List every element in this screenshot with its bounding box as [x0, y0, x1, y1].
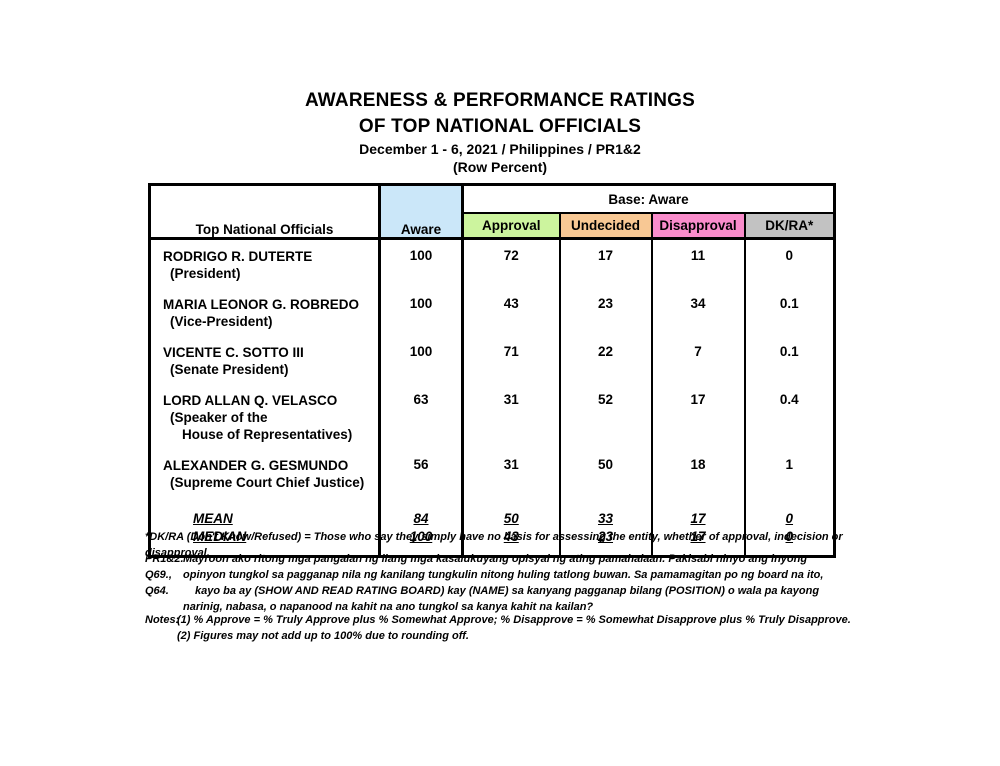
- value-disapproval: 7: [650, 336, 745, 384]
- notes-line: Notes: (1) % Approve = % Truly Approve p…: [145, 612, 885, 628]
- value-aware: 100: [378, 288, 464, 336]
- mean-aware: 84: [378, 497, 464, 528]
- official-position-line1: (Speaker of the: [170, 410, 268, 425]
- notes-label-spacer: [145, 628, 177, 644]
- official-name-cell: MARIA LEONOR G. ROBREDO (Vice-President): [149, 288, 381, 336]
- official-name-cell: VICENTE C. SOTTO III (Senate President): [149, 336, 381, 384]
- summary-label: MEAN: [193, 511, 233, 526]
- question-label: Q69.,: [145, 569, 172, 581]
- official-name-cell: RODRIGO R. DUTERTE (President): [149, 238, 381, 288]
- col-header-disapproval: Disapproval: [650, 213, 745, 240]
- footnote-question-block: PR1&2. Mayroon ako ritong mga pangalan n…: [145, 551, 885, 615]
- median-aware: 100: [378, 528, 464, 557]
- value-undecided: 52: [558, 384, 652, 449]
- value-aware: 100: [378, 238, 464, 288]
- summary-label: MEDIAN: [193, 529, 247, 544]
- value-undecided: 17: [558, 238, 652, 288]
- col-header-officials: Top National Officials: [149, 184, 381, 240]
- notes-label: Notes:: [145, 614, 180, 626]
- col-header-base-aware: Base: Aware: [462, 184, 835, 214]
- official-name-cell: ALEXANDER G. GESMUNDO (Supreme Court Chi…: [149, 449, 381, 497]
- median-dkra: 0: [743, 528, 835, 557]
- value-aware: 63: [378, 384, 464, 449]
- page-title-line2: OF TOP NATIONAL OFFICIALS: [358, 116, 642, 137]
- col-header-undecided: Undecided: [558, 213, 652, 240]
- header-row-2: Approval Undecided Disapproval DK/RA*: [150, 213, 835, 240]
- col-header-approval: Approval: [461, 213, 560, 240]
- question-line: PR1&2. Mayroon ako ritong mga pangalan n…: [145, 551, 885, 567]
- ratings-table-container: Top National Officials Aware Base: Aware…: [148, 183, 837, 558]
- page-subtitle: December 1 - 6, 2021 / Philippines / PR1…: [359, 141, 641, 157]
- summary-label-cell: MEDIAN: [149, 528, 381, 557]
- official-row-gesmundo: ALEXANDER G. GESMUNDO (Supreme Court Chi…: [149, 449, 835, 497]
- value-approval: 31: [461, 384, 560, 449]
- col-header-aware: Aware: [379, 184, 464, 240]
- value-approval: 31: [461, 449, 560, 497]
- value-undecided: 22: [558, 336, 652, 384]
- official-row-sotto: VICENTE C. SOTTO III (Senate President) …: [149, 336, 835, 384]
- page-title-line1: AWARENESS & PERFORMANCE RATINGS: [304, 90, 696, 111]
- notes-text: (2) Figures may not add up to 100% due t…: [177, 630, 469, 642]
- value-aware: 100: [378, 336, 464, 384]
- mean-dkra: 0: [743, 497, 835, 528]
- value-undecided: 50: [558, 449, 652, 497]
- median-disapproval: 17: [650, 528, 745, 557]
- footnote-dkra-definition: *DK/RA (Don't Know/Refused) = Those who …: [145, 531, 843, 559]
- question-text: narinig, nabasa, o napanood na kahit na …: [183, 601, 594, 613]
- question-text: opinyon tungkol sa pagganap nila ng kani…: [183, 569, 824, 581]
- summary-row-mean: MEAN 84 50 33 17 0: [149, 497, 835, 528]
- mean-undecided: 33: [558, 497, 652, 528]
- value-dkra: 1: [743, 449, 835, 497]
- median-approval: 43: [461, 528, 560, 557]
- value-disapproval: 17: [650, 384, 745, 449]
- value-dkra: 0.1: [743, 288, 835, 336]
- report-title-block: AWARENESS & PERFORMANCE RATINGS OF TOP N…: [0, 88, 1000, 176]
- summary-row-median: MEDIAN 100 43 23 17 0: [149, 528, 835, 557]
- official-name: ALEXANDER G. GESMUNDO: [163, 458, 349, 473]
- official-row-robredo: MARIA LEONOR G. ROBREDO (Vice-President)…: [149, 288, 835, 336]
- footnote-notes-block: Notes: (1) % Approve = % Truly Approve p…: [145, 612, 885, 644]
- page-subtitle-row-percent: (Row Percent): [452, 159, 548, 175]
- mean-disapproval: 17: [650, 497, 745, 528]
- official-position: (Supreme Court Chief Justice): [170, 475, 365, 490]
- official-name: MARIA LEONOR G. ROBREDO: [163, 297, 360, 312]
- official-name-cell: LORD ALLAN Q. VELASCO (Speaker of the Ho…: [149, 384, 381, 449]
- question-text: Mayroon ako ritong mga pangalan ng ilang…: [183, 553, 808, 565]
- value-dkra: 0: [743, 238, 835, 288]
- notes-line: (2) Figures may not add up to 100% due t…: [145, 628, 885, 644]
- official-row-duterte: RODRIGO R. DUTERTE (President) 100 72 17…: [149, 238, 835, 288]
- value-approval: 43: [461, 288, 560, 336]
- official-row-velasco: LORD ALLAN Q. VELASCO (Speaker of the Ho…: [149, 384, 835, 449]
- official-position-line2: House of Representatives): [182, 427, 353, 442]
- col-header-dkra: DK/RA*: [743, 213, 835, 240]
- value-dkra: 0.4: [743, 384, 835, 449]
- ratings-table: Top National Officials Aware Base: Aware…: [148, 183, 837, 558]
- official-name: LORD ALLAN Q. VELASCO: [163, 393, 338, 408]
- question-label: PR1&2.: [145, 553, 184, 565]
- value-disapproval: 11: [650, 238, 745, 288]
- value-disapproval: 34: [650, 288, 745, 336]
- mean-approval: 50: [461, 497, 560, 528]
- value-aware: 56: [378, 449, 464, 497]
- value-dkra: 0.1: [743, 336, 835, 384]
- value-undecided: 23: [558, 288, 652, 336]
- question-line: Q64. kayo ba ay (SHOW AND READ RATING BO…: [145, 583, 885, 599]
- question-line: Q69., opinyon tungkol sa pagganap nila n…: [145, 567, 885, 583]
- notes-text: (1) % Approve = % Truly Approve plus % S…: [177, 614, 851, 626]
- official-name: RODRIGO R. DUTERTE: [163, 249, 313, 264]
- official-position: (President): [170, 266, 241, 281]
- question-text: kayo ba ay (SHOW AND READ RATING BOARD) …: [195, 585, 820, 597]
- official-position: (Senate President): [170, 362, 289, 377]
- header-row-1: Top National Officials Aware Base: Aware: [149, 184, 835, 240]
- value-approval: 71: [461, 336, 560, 384]
- median-undecided: 23: [558, 528, 652, 557]
- value-approval: 72: [461, 238, 560, 288]
- question-line: narinig, nabasa, o napanood na kahit na …: [145, 599, 885, 615]
- official-position: (Vice-President): [170, 314, 273, 329]
- official-name: VICENTE C. SOTTO III: [163, 345, 304, 360]
- summary-label-cell: MEAN: [149, 497, 381, 528]
- value-disapproval: 18: [650, 449, 745, 497]
- question-label: Q64.: [145, 585, 169, 597]
